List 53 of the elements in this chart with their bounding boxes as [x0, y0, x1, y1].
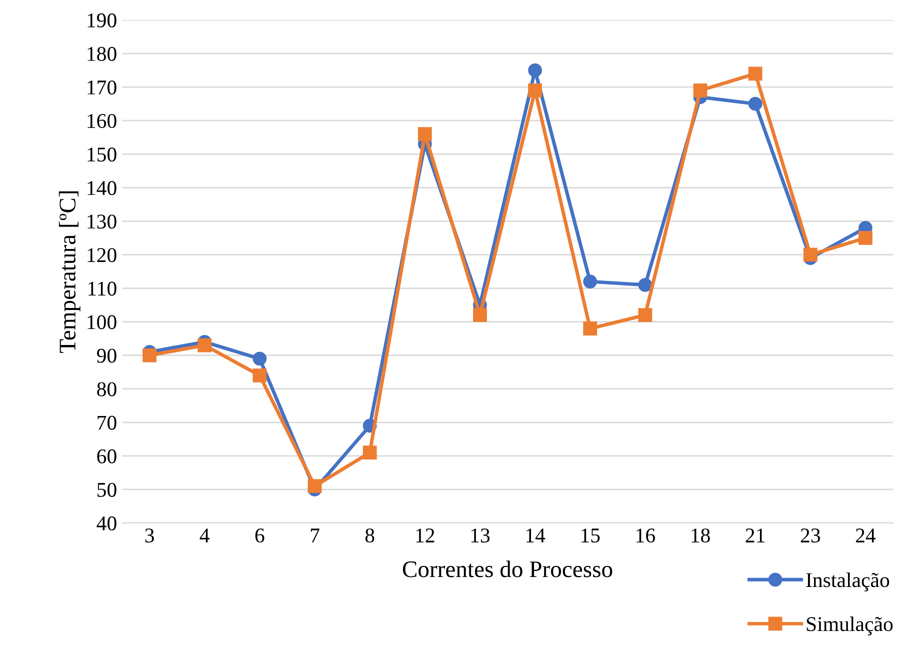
x-tick-label: 15 [582, 528, 600, 543]
x-tick-label: 4 [200, 528, 210, 542]
y-tick-label: 90 [96, 348, 116, 363]
x-tick-label: 14 [526, 528, 546, 542]
x-tick-label: 18 [692, 528, 710, 543]
point [583, 274, 598, 289]
y-axis-title: Temperatura [ºC] [58, 191, 80, 353]
point [473, 308, 487, 322]
y-tick-label: 60 [97, 449, 116, 464]
point [362, 446, 377, 460]
x-tick-label: 6 [255, 528, 264, 543]
y-tick-label: 120 [88, 248, 116, 262]
point [528, 63, 542, 78]
y-tick-label: 140 [88, 181, 116, 196]
x-tick-label: 13 [471, 528, 490, 543]
point [748, 66, 762, 81]
y-tick-label: 70 [98, 416, 116, 430]
x-tick-label: 7 [310, 528, 320, 542]
y-tick-label: 170 [88, 80, 116, 94]
point [418, 127, 432, 141]
y-tick-label: 110 [88, 282, 116, 296]
point [142, 348, 156, 362]
point [638, 278, 652, 292]
x-tick-label: 3 [145, 528, 154, 543]
y-tick-label: 80 [97, 382, 116, 396]
point [748, 96, 762, 111]
x-tick-label: 21 [746, 528, 764, 542]
point [803, 248, 818, 262]
point [252, 368, 267, 382]
point [583, 322, 598, 336]
point [308, 479, 322, 494]
y-tick-label: 100 [88, 315, 116, 330]
x-tick-label: 24 [856, 528, 876, 542]
x-tick-label: 12 [416, 528, 434, 542]
point [252, 352, 267, 366]
y-tick-label: 180 [88, 46, 116, 61]
x-tick-label: 23 [800, 528, 820, 543]
y-tick-label: 160 [88, 114, 116, 128]
y-tick-label: 130 [88, 214, 116, 229]
x-tick-label: 8 [365, 528, 374, 543]
point [858, 231, 872, 245]
x-tick-label: 16 [636, 528, 655, 543]
legend-label: Simulação [806, 616, 893, 636]
y-tick-label: 40 [96, 516, 116, 530]
point [638, 308, 652, 322]
y-tick-label: 190 [88, 13, 116, 28]
y-tick-label: 150 [88, 148, 116, 162]
point [528, 83, 542, 98]
x-axis-title: Correntes do Processo [402, 560, 612, 578]
y-tick-label: 50 [98, 482, 116, 497]
point [693, 83, 708, 98]
legend-label: Instalação [806, 572, 890, 592]
point [198, 338, 212, 352]
